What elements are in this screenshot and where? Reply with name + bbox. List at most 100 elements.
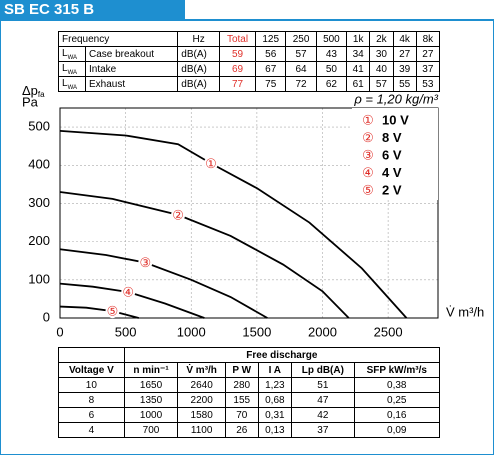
cell: 1580 bbox=[177, 407, 226, 423]
legend-marker: ③ bbox=[362, 147, 374, 162]
band-value: 75 bbox=[255, 76, 287, 92]
cell: 0,31 bbox=[257, 407, 293, 423]
symbol-sub: WA bbox=[67, 54, 78, 61]
cell: 2200 bbox=[177, 392, 226, 408]
column-header: n min⁻¹ bbox=[123, 362, 179, 378]
cell: 26 bbox=[224, 422, 259, 438]
cell: 155 bbox=[224, 392, 259, 408]
note: ρ = 1,20 kg/m³ bbox=[353, 91, 438, 106]
row: LWA Exhaust dB(A) 77 75 72 62 61 57 55 53 bbox=[58, 76, 441, 92]
noise-table: Frequency Hz Total 125 250 500 1k 2k 4k 8k LWA Case… bbox=[57, 31, 441, 92]
curve-marker: ③ bbox=[139, 255, 151, 270]
symbol-sub: WA bbox=[67, 84, 78, 91]
symbol-sub: WA bbox=[67, 69, 78, 76]
cell: 70 bbox=[224, 407, 259, 423]
plot-frame bbox=[59, 107, 439, 319]
row: 6 1000 1580 70 0,31 42 0,16 bbox=[58, 407, 441, 423]
column-header: I A bbox=[257, 362, 293, 378]
symbol-text: L bbox=[62, 47, 68, 59]
symbol-text: L bbox=[62, 62, 68, 74]
cell: 51 bbox=[291, 377, 355, 393]
band-value: 55 bbox=[392, 76, 417, 92]
total: 77 bbox=[219, 76, 257, 92]
curve-marker: ⑤ bbox=[107, 304, 119, 319]
y-unit: Pa bbox=[22, 94, 39, 109]
curve-marker-bg bbox=[121, 285, 136, 300]
band-value: 53 bbox=[415, 76, 441, 92]
curve bbox=[59, 248, 268, 319]
legend-label: 4 V bbox=[382, 165, 402, 180]
x-tick-label: 500 bbox=[115, 324, 137, 339]
cell: 0,25 bbox=[353, 392, 441, 408]
cell: 1,23 bbox=[257, 377, 293, 393]
cell: 1350 bbox=[123, 392, 179, 408]
cell: 0,16 bbox=[353, 407, 441, 423]
curve-marker-bg bbox=[138, 255, 153, 270]
group-header: Free discharge bbox=[123, 347, 441, 363]
curve-marker-bg bbox=[171, 207, 186, 222]
legend-label: 8 V bbox=[382, 130, 402, 145]
curve bbox=[59, 130, 408, 319]
header-row: Frequency Hz Total 125 250 500 1k 2k 4k 8k bbox=[57, 31, 441, 47]
cell: 8 bbox=[58, 392, 125, 408]
legend-box bbox=[352, 108, 438, 200]
y-label-main: Δp bbox=[22, 83, 38, 98]
curve-marker: ① bbox=[205, 156, 217, 171]
legend-label: 10 V bbox=[382, 112, 409, 127]
column-header: Voltage V bbox=[58, 362, 125, 378]
cell: 1100 bbox=[177, 422, 226, 438]
x-tick-label: 2000 bbox=[308, 324, 337, 339]
row-label: Exhaust bbox=[84, 76, 179, 92]
symbol-text: L bbox=[62, 77, 68, 89]
curve-marker: ④ bbox=[122, 284, 134, 299]
curve-marker: ② bbox=[172, 207, 184, 222]
column-header: P W bbox=[224, 362, 259, 378]
band-value: 57 bbox=[369, 76, 394, 92]
band-value: 72 bbox=[285, 76, 317, 92]
cell: 0,13 bbox=[257, 422, 293, 438]
y-label-sub: fa bbox=[38, 90, 45, 99]
y-axis-label: Δpfa bbox=[22, 83, 45, 99]
cell: 280 bbox=[224, 377, 259, 393]
y-tick-label: 300 bbox=[28, 195, 50, 210]
cell: 0,38 bbox=[353, 377, 441, 393]
x-tick-label: 2500 bbox=[374, 324, 403, 339]
cell: 1000 bbox=[123, 407, 179, 423]
x-axis-label: V̇ m³/h bbox=[446, 304, 484, 319]
legend-label: 2 V bbox=[382, 182, 402, 197]
curve-marker-bg bbox=[203, 156, 218, 171]
row: LWA Intake dB(A) 69 67 64 50 41 40 39 37 bbox=[58, 61, 441, 77]
y-tick-label: 0 bbox=[43, 309, 50, 324]
cell: 2640 bbox=[177, 377, 226, 393]
row-label: Case breakout bbox=[84, 46, 179, 62]
y-tick-label: 400 bbox=[28, 157, 50, 172]
legend-marker: ④ bbox=[362, 165, 374, 180]
curve-marker-bg bbox=[105, 304, 120, 319]
legend-marker: ② bbox=[362, 130, 374, 145]
row: 4 700 1100 26 0,13 37 0,09 bbox=[58, 422, 441, 438]
x-tick-label: 0 bbox=[56, 324, 63, 339]
row: 10 1650 2640 280 1,23 51 0,38 bbox=[58, 377, 441, 393]
y-tick-label: 200 bbox=[28, 233, 50, 248]
group-row: Free discharge bbox=[58, 347, 441, 363]
column-header: Lp dB(A) bbox=[291, 362, 355, 378]
row: 8 1350 2200 155 0,68 47 0,25 bbox=[58, 392, 441, 408]
cell: 4 bbox=[58, 422, 125, 438]
band-value: 62 bbox=[315, 76, 348, 92]
cell: 1650 bbox=[123, 377, 179, 393]
legend-label: 6 V bbox=[382, 147, 402, 162]
cell: 0,68 bbox=[257, 392, 293, 408]
curve bbox=[59, 305, 139, 319]
legend-marker: ① bbox=[362, 112, 374, 127]
y-tick-label: 100 bbox=[28, 271, 50, 286]
band-value: 67 bbox=[255, 61, 287, 77]
cell: 37 bbox=[291, 422, 355, 438]
legend-marker: ⑤ bbox=[362, 182, 374, 197]
y-tick-label: 500 bbox=[28, 119, 50, 134]
cell: 42 bbox=[291, 407, 355, 423]
cell: 6 bbox=[58, 407, 125, 423]
